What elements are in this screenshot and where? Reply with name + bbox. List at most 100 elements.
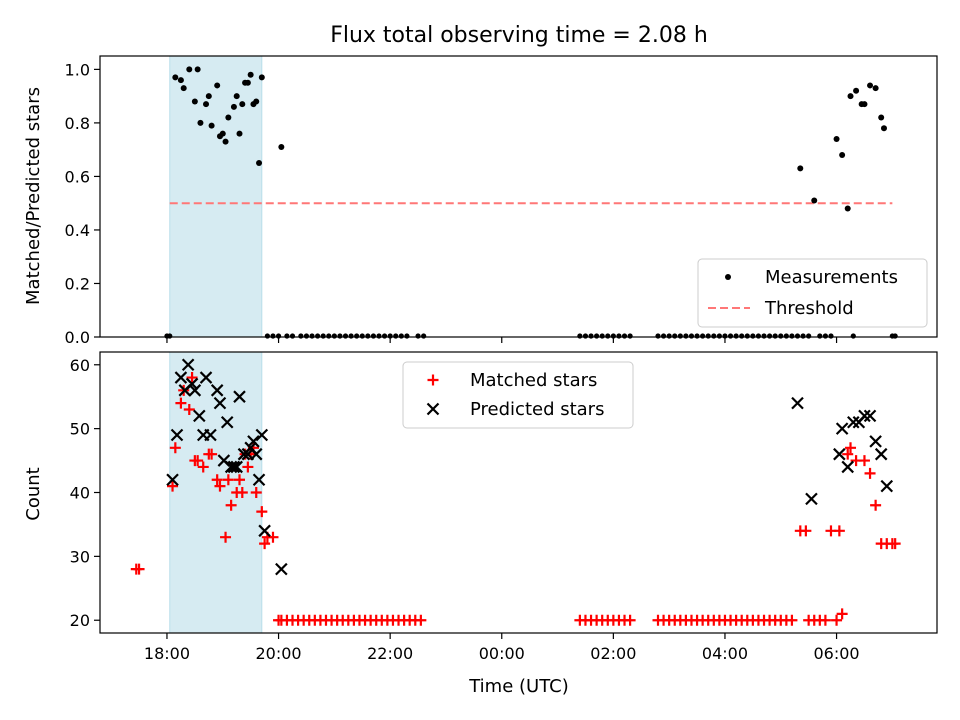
- measurement-point-zero: [772, 333, 778, 339]
- matched-star-marker: [242, 461, 254, 473]
- measurement-point: [811, 197, 818, 204]
- measurement-point: [177, 77, 184, 84]
- matched-star-marker: [192, 455, 204, 467]
- matched-star-marker: [211, 474, 223, 486]
- predicted-star-marker: [258, 524, 271, 538]
- legend-top: Measurements Threshold: [697, 258, 928, 328]
- predicted-star-marker: [874, 447, 888, 461]
- measurement-point-zero: [326, 333, 332, 339]
- legend-matched-label: Matched stars: [470, 370, 597, 391]
- predicted-star-marker: [224, 460, 238, 474]
- predicted-star-marker: [166, 473, 179, 487]
- measurement-point-zero: [892, 333, 898, 339]
- matched-star-marker: [819, 614, 831, 626]
- measurement-point-zero: [761, 333, 767, 339]
- measurement-point-zero: [828, 333, 834, 339]
- matched-star-marker: [214, 480, 226, 492]
- measurement-point-zero: [404, 333, 410, 339]
- predicted-star-marker: [275, 562, 288, 576]
- y-tick-label: 0.6: [65, 167, 90, 186]
- matched-star-marker: [234, 474, 245, 486]
- measurement-point-zero: [599, 333, 605, 339]
- matched-star-marker: [267, 531, 279, 543]
- matched-star-marker: [167, 480, 179, 492]
- x-axis-label: Time (UTC): [468, 676, 569, 697]
- measurement-point-zero: [666, 333, 672, 339]
- legend-predicted-label: Predicted stars: [470, 399, 604, 420]
- bottom-panel: 20 30 40 50 60 18:00 20:00 22:00 00:00 02:00 04:00…: [70, 351, 938, 663]
- measurement-point-zero: [370, 333, 377, 339]
- measurement-point: [239, 101, 246, 108]
- measurement-point-zero: [616, 333, 622, 339]
- chart-title: Flux total observing time = 2.08 h: [330, 23, 708, 48]
- predicted-star-marker: [805, 492, 818, 506]
- measurement-point-zero: [794, 333, 801, 339]
- matched-star-marker: [197, 461, 209, 473]
- measurement-point-zero: [694, 333, 700, 339]
- measurement-point-zero: [767, 333, 773, 339]
- measurement-point: [236, 130, 243, 137]
- predicted-star-marker: [233, 390, 246, 403]
- measurement-point: [833, 135, 840, 142]
- matched-star-marker: [833, 525, 845, 537]
- measurement-point-zero: [627, 333, 633, 339]
- y-tick-label: 1.0: [65, 60, 90, 79]
- measurement-point-zero: [309, 333, 315, 339]
- measurement-point-zero: [398, 333, 404, 339]
- measurement-point: [847, 93, 854, 100]
- measurement-point: [258, 74, 265, 81]
- measurement-point: [253, 98, 260, 105]
- matched-star-marker: [415, 614, 427, 626]
- measurement-point: [880, 125, 887, 132]
- matched-star-marker: [206, 448, 218, 460]
- measurement-point-zero: [421, 333, 427, 339]
- y-tick-label: 50: [70, 420, 90, 439]
- top-y-axis-label: Matched/Predicted stars: [23, 87, 44, 305]
- measurement-point-zero: [315, 333, 321, 339]
- measurement-point: [244, 79, 251, 86]
- measurement-point: [225, 114, 232, 121]
- series-predicted-stars: [166, 358, 894, 576]
- measurement-point-zero: [331, 333, 337, 339]
- x-tick-label: 20:00: [256, 644, 302, 663]
- y-tick-label: 60: [70, 356, 90, 375]
- measurement-point-zero: [605, 333, 611, 339]
- measurement-point: [278, 143, 285, 150]
- measurement-point-zero: [167, 333, 173, 339]
- x-tick-label: 22:00: [367, 644, 413, 663]
- measurement-point-zero: [621, 333, 628, 339]
- measurement-point-zero: [577, 333, 583, 339]
- measurement-point-zero: [264, 333, 270, 339]
- matched-star-marker: [858, 455, 870, 467]
- matched-star-marker: [842, 448, 854, 460]
- measurement-point-zero: [582, 333, 589, 339]
- measurement-point: [191, 98, 198, 105]
- measurement-point-zero: [320, 333, 326, 339]
- measurement-point: [230, 103, 237, 110]
- measurement-point-zero: [750, 333, 756, 339]
- measurement-point: [878, 114, 885, 121]
- measurement-point: [205, 93, 212, 100]
- measurement-point-zero: [342, 333, 349, 339]
- measurement-point-zero: [755, 333, 762, 339]
- measurement-point: [180, 85, 187, 92]
- matched-star-marker: [259, 538, 271, 550]
- predicted-star-marker: [193, 409, 206, 423]
- predicted-star-marker: [185, 377, 199, 391]
- predicted-star-marker: [181, 358, 195, 372]
- legend-box: [697, 258, 928, 328]
- measurement-point-zero: [376, 333, 382, 339]
- measurement-point-zero: [298, 333, 304, 339]
- matched-star-marker: [831, 614, 843, 626]
- x-tick-label: 04:00: [702, 644, 748, 663]
- matched-star-marker: [250, 487, 262, 498]
- predicted-star-marker: [230, 460, 243, 474]
- predicted-star-marker: [847, 415, 860, 429]
- measurement-point-zero: [284, 333, 290, 339]
- measurement-point-zero: [672, 333, 678, 339]
- y-tick-label: 0.8: [65, 114, 90, 133]
- measurement-point-zero: [683, 333, 689, 339]
- measurement-point-zero: [270, 333, 276, 339]
- predicted-star-marker: [204, 428, 217, 442]
- predicted-star-marker: [252, 473, 266, 487]
